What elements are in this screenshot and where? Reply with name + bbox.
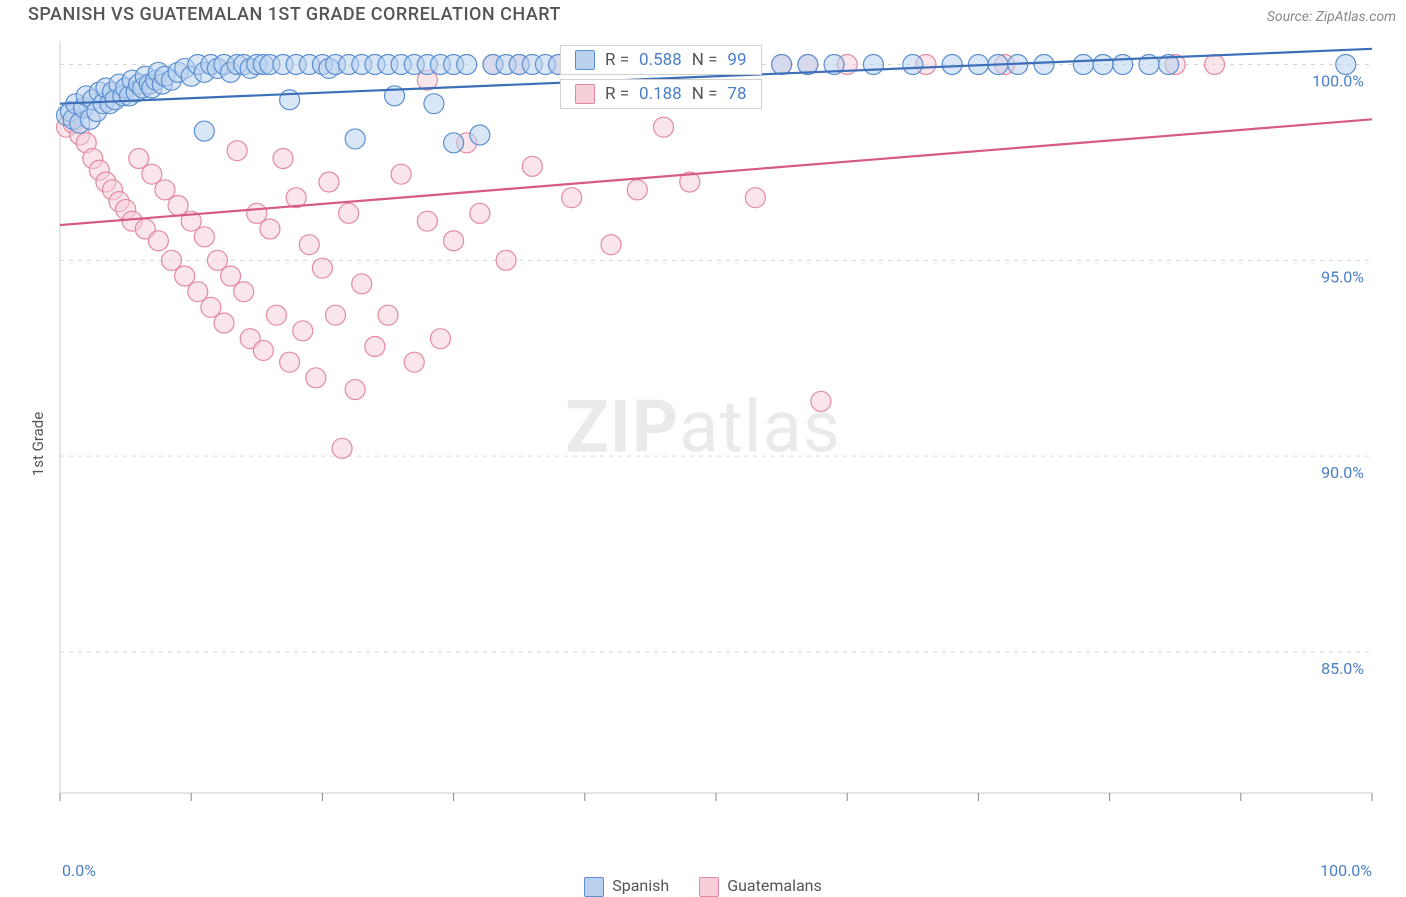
correlation-box-guatemalans: R = 0.188 N = 78 [560,79,762,109]
n-label: N = [692,50,718,70]
chart-header: SPANISH VS GUATEMALAN 1ST GRADE CORRELAT… [0,0,1406,29]
swatch-icon [575,50,595,70]
scatter-plot-svg: 85.0% 90.0% 95.0% 100.0% [0,29,1406,809]
r-value: 0.188 [639,84,682,104]
x-max-label: 100.0% [1320,861,1372,880]
chart-source: Source: ZipAtlas.com [1267,9,1396,25]
swatch-icon [575,84,595,104]
correlation-box-spanish: R = 0.588 N = 99 [560,45,762,75]
legend: Spanish Guatemalans [0,876,1406,897]
n-label: N = [692,84,718,104]
svg-text:85.0%: 85.0% [1321,659,1364,678]
svg-text:90.0%: 90.0% [1321,463,1364,482]
x-min-label: 0.0% [62,861,96,880]
r-label: R = [605,84,629,104]
swatch-icon [584,877,604,897]
n-value: 78 [727,84,746,104]
n-value: 99 [727,50,746,70]
swatch-icon [699,877,719,897]
chart-title: SPANISH VS GUATEMALAN 1ST GRADE CORRELAT… [28,4,561,25]
svg-text:95.0%: 95.0% [1321,267,1364,286]
r-label: R = [605,50,629,70]
chart-area: 1st Grade 85.0%90.0%95.0%100.0% ZIPatlas… [0,29,1406,859]
legend-item-spanish: Spanish [584,876,669,897]
r-value: 0.588 [639,50,682,70]
svg-text:100.0%: 100.0% [1312,72,1364,91]
y-axis-label: 1st Grade [29,412,47,476]
legend-item-guatemalans: Guatemalans [699,876,822,897]
